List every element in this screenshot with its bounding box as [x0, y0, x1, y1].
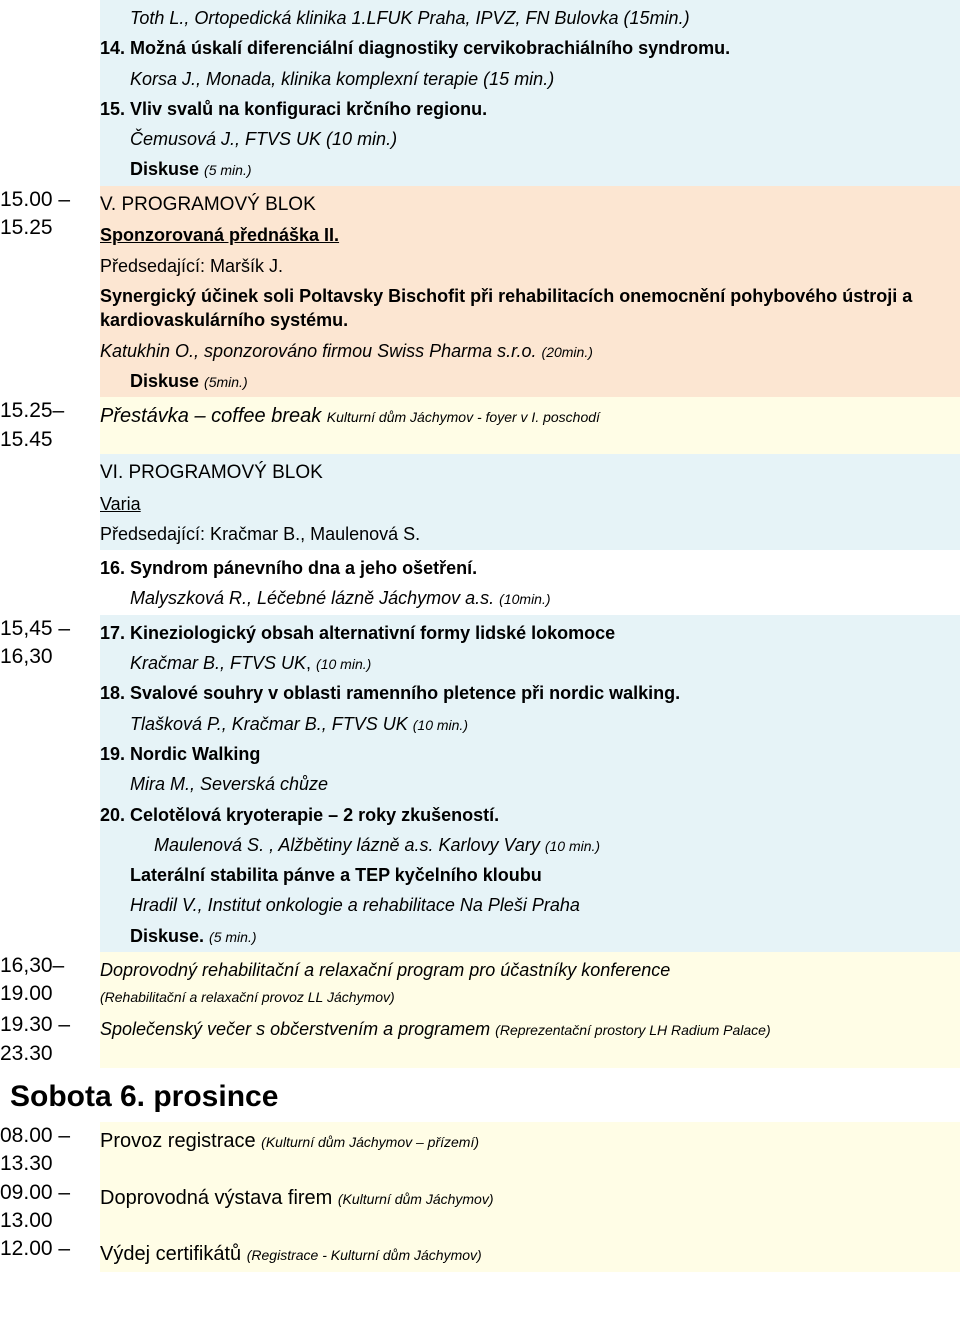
- time-cell: [0, 550, 100, 615]
- content-item: Diskuse. (5 min.): [100, 924, 960, 948]
- content-item: Doprovodný rehabilitační a relaxační pro…: [100, 958, 960, 982]
- schedule-row: 16,30– 19.00Doprovodný rehabilitační a r…: [0, 952, 960, 1011]
- content-item: Malyszková R., Léčebné lázně Jáchymov a.…: [100, 586, 960, 610]
- schedule-table-1: Toth L., Ortopedická klinika 1.LFUK Prah…: [0, 0, 960, 1068]
- content-item: Kračmar B., FTVS UK, (10 min.): [100, 651, 960, 675]
- content-item: Provoz registrace (Kulturní dům Jáchymov…: [100, 1128, 960, 1155]
- content-cell: Přestávka – coffee break Kulturní dům Já…: [100, 397, 960, 454]
- content-item: Katukhin O., sponzorováno firmou Swiss P…: [100, 339, 960, 363]
- schedule-row: 09.00 – 13.00Doprovodná výstava firem (K…: [0, 1179, 960, 1236]
- content-item: 14. Možná úskalí diferenciální diagnosti…: [100, 36, 960, 60]
- content-item: Toth L., Ortopedická klinika 1.LFUK Prah…: [100, 6, 960, 30]
- content-item: 19. Nordic Walking: [100, 742, 960, 766]
- time-cell: 08.00 – 13.30: [0, 1122, 100, 1179]
- time-cell: 19.30 – 23.30: [0, 1011, 100, 1068]
- schedule-row: 15.25– 15.45Přestávka – coffee break Kul…: [0, 397, 960, 454]
- time-cell: 16,30– 19.00: [0, 952, 100, 1011]
- content-item: 18. Svalové souhry v oblasti ramenního p…: [100, 681, 960, 705]
- time-cell: [0, 454, 100, 550]
- content-item: Doprovodná výstava firem (Kulturní dům J…: [100, 1185, 960, 1212]
- content-item: Čemusová J., FTVS UK (10 min.): [100, 127, 960, 151]
- schedule-row: 08.00 – 13.30Provoz registrace (Kulturní…: [0, 1122, 960, 1179]
- content-cell: 16. Syndrom pánevního dna a jeho ošetřen…: [100, 550, 960, 615]
- schedule-row: Toth L., Ortopedická klinika 1.LFUK Prah…: [0, 0, 960, 186]
- content-item: Laterální stabilita pánve a TEP kyčelníh…: [100, 863, 960, 887]
- time-cell: 15,45 – 16,30: [0, 615, 100, 952]
- content-item: 20. Celotělová kryoterapie – 2 roky zkuš…: [100, 803, 960, 827]
- schedule-row: 19.30 – 23.30Společenský večer s občerst…: [0, 1011, 960, 1068]
- content-item: Předsedající: Maršík J.: [100, 254, 960, 278]
- content-item: Maulenová S. , Alžbětiny lázně a.s. Karl…: [100, 833, 960, 857]
- content-item: Hradil V., Institut onkologie a rehabili…: [100, 893, 960, 917]
- content-item: Varia: [100, 492, 960, 516]
- content-item: V. PROGRAMOVÝ BLOK: [100, 192, 960, 218]
- content-item: Diskuse (5min.): [100, 369, 960, 393]
- content-cell: Společenský večer s občerstvením a progr…: [100, 1011, 960, 1068]
- content-cell: Doprovodný rehabilitační a relaxační pro…: [100, 952, 960, 1011]
- schedule-table-2: 08.00 – 13.30Provoz registrace (Kulturní…: [0, 1122, 960, 1272]
- content-cell: Provoz registrace (Kulturní dům Jáchymov…: [100, 1122, 960, 1179]
- content-item: (Rehabilitační a relaxační provoz LL Jác…: [100, 988, 960, 1007]
- schedule-row: 15,45 – 16,3017. Kineziologický obsah al…: [0, 615, 960, 952]
- content-cell: Doprovodná výstava firem (Kulturní dům J…: [100, 1179, 960, 1236]
- content-cell: VI. PROGRAMOVÝ BLOK Varia Předsedající: Kr…: [100, 454, 960, 550]
- day-header: Sobota 6. prosince: [10, 1080, 960, 1114]
- content-item: Korsa J., Monada, klinika komplexní tera…: [100, 67, 960, 91]
- content-cell: Toth L., Ortopedická klinika 1.LFUK Prah…: [100, 0, 960, 186]
- schedule-row: 15.00 – 15.25V. PROGRAMOVÝ BLOK Sponzorov…: [0, 186, 960, 397]
- content-item: Sponzorovaná přednáška II.: [100, 223, 960, 247]
- content-item: Společenský večer s občerstvením a progr…: [100, 1017, 960, 1041]
- content-cell: V. PROGRAMOVÝ BLOK Sponzorovaná přednáška…: [100, 186, 960, 397]
- content-cell: 17. Kineziologický obsah alternativní fo…: [100, 615, 960, 952]
- content-item: Tlašková P., Kračmar B., FTVS UK (10 min…: [100, 712, 960, 736]
- schedule-row: 16. Syndrom pánevního dna a jeho ošetřen…: [0, 550, 960, 615]
- content-item: Předsedající: Kračmar B., Maulenová S.: [100, 522, 960, 546]
- content-item: Diskuse (5 min.): [100, 157, 960, 181]
- content-item: VI. PROGRAMOVÝ BLOK: [100, 460, 960, 486]
- content-item: 15. Vliv svalů na konfiguraci krčního re…: [100, 97, 960, 121]
- time-cell: 12.00 –: [0, 1235, 100, 1272]
- time-cell: 15.00 – 15.25: [0, 186, 100, 397]
- schedule-row: 12.00 –Výdej certifikátů (Registrace - K…: [0, 1235, 960, 1272]
- content-item: Výdej certifikátů (Registrace - Kulturní…: [100, 1241, 960, 1268]
- content-item: 17. Kineziologický obsah alternativní fo…: [100, 621, 960, 645]
- content-item: Mira M., Severská chůze: [100, 772, 960, 796]
- schedule-row: VI. PROGRAMOVÝ BLOK Varia Předsedající: Kr…: [0, 454, 960, 550]
- time-cell: 09.00 – 13.00: [0, 1179, 100, 1236]
- content-item: 16. Syndrom pánevního dna a jeho ošetřen…: [100, 556, 960, 580]
- time-cell: 15.25– 15.45: [0, 397, 100, 454]
- time-cell: [0, 0, 100, 186]
- content-cell: Výdej certifikátů (Registrace - Kulturní…: [100, 1235, 960, 1272]
- content-item: Přestávka – coffee break Kulturní dům Já…: [100, 403, 960, 430]
- content-item: Synergický účinek soli Poltavsky Bischof…: [100, 284, 960, 333]
